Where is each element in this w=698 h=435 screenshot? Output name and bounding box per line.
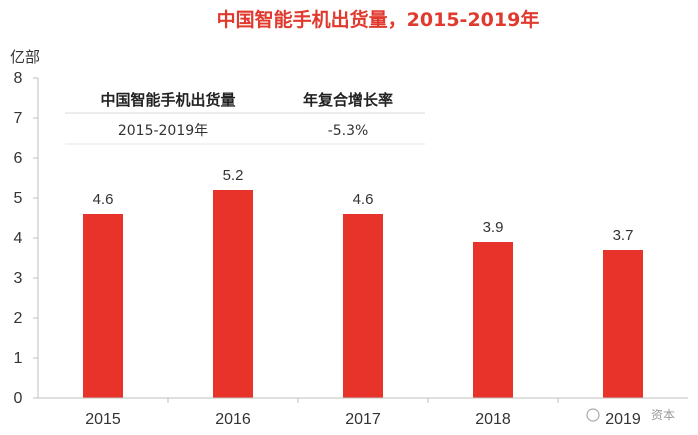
x-axis-ticks: 2015 2016 2017 2018 2019	[85, 398, 641, 428]
y-tick-label-6: 6	[14, 150, 23, 167]
y-tick-label-4: 4	[14, 230, 23, 247]
x-tick-label-2016: 2016	[215, 411, 251, 428]
x-tick-label-2017: 2017	[345, 411, 381, 428]
y-tick-label-8: 8	[14, 70, 23, 87]
bar-value-label-2018: 3.9	[483, 219, 504, 236]
summary-table-period: 2015-2019年	[118, 123, 208, 139]
bar-value-label-2015: 4.6	[93, 191, 114, 208]
bar-value-labels: 4.6 5.2 4.6 3.9 3.7	[93, 167, 634, 244]
bar-2018	[473, 242, 513, 398]
y-tick-label-7: 7	[14, 110, 23, 127]
x-tick-label-2015: 2015	[85, 411, 121, 428]
bar-2017	[343, 214, 383, 398]
y-tick-label-5: 5	[14, 190, 23, 207]
bar-2016	[213, 190, 253, 398]
summary-table-header-cagr: 年复合增长率	[303, 91, 393, 109]
x-tick-label-2018: 2018	[475, 411, 511, 428]
bar-value-label-2017: 4.6	[353, 191, 374, 208]
y-tick-label-3: 3	[14, 270, 23, 287]
y-axis-ticks: 0 1 2 3 4 5 6 7 8	[14, 70, 38, 407]
bar-2019	[603, 250, 643, 398]
summary-table-cagr-value: -5.3%	[328, 123, 369, 139]
watermark: 资本	[586, 408, 675, 422]
bars	[83, 190, 643, 398]
summary-table: 中国智能手机出货量 年复合增长率 2015-2019年 -5.3%	[65, 91, 425, 145]
y-tick-label-1: 1	[14, 350, 23, 367]
chart-title: 中国智能手机出货量，2015-2019年	[217, 8, 540, 31]
y-tick-label-0: 0	[14, 390, 23, 407]
summary-table-header-shipments: 中国智能手机出货量	[100, 91, 235, 109]
x-tick-label-2019: 2019	[605, 411, 641, 428]
watermark-icon	[586, 408, 600, 422]
y-tick-label-2: 2	[14, 310, 23, 327]
bar-2015	[83, 214, 123, 398]
bar-value-label-2016: 5.2	[223, 167, 244, 184]
watermark-text: 资本	[651, 408, 675, 422]
y-axis-unit: 亿部	[10, 48, 40, 66]
bar-value-label-2019: 3.7	[613, 227, 634, 244]
